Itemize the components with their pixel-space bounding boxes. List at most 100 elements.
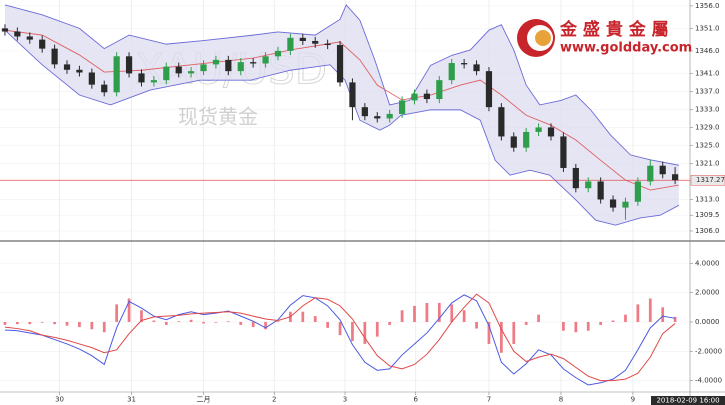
brand-name: 金 盛 貴 金 屬 [559,19,669,40]
band-line [4,29,680,226]
histogram-bar [326,321,329,328]
x-tick-label: 2 [272,396,276,404]
histogram-bar [28,321,32,325]
x-tick-label: 31 [127,396,136,404]
candle-body [262,56,269,64]
y-tick-label: 1309.5 [695,211,720,219]
x-tick-label: 7 [487,396,491,404]
histogram-bar [462,310,466,322]
candle-body [150,80,157,83]
logo-emblem-core [535,30,551,46]
histogram-bar [375,321,379,337]
histogram-bar [425,302,429,322]
histogram-bar [388,321,392,325]
candle-body [436,80,443,100]
candle-body [287,37,294,51]
histogram-bar [475,321,478,329]
histogram-bar [164,321,168,325]
histogram-bar [450,304,454,322]
candle-body [299,37,306,41]
histogram-bar [524,321,528,325]
x-tick-label: 9 [631,396,635,404]
brand-logo: 金 盛 貴 金 屬 www.goldday.com [517,19,692,57]
y-tick-label: 1325.0 [695,141,720,149]
candle-body [125,56,133,74]
x-tick-label: 30 [55,396,64,404]
histogram-bar [3,321,7,325]
y-tick-label: 1351.0 [695,24,720,32]
y-tick-label: 1337.0 [695,87,720,95]
histogram-bar [16,321,19,325]
histogram-bar [251,321,255,328]
candle-body [138,73,145,83]
y-tick-label: -2.0000 [695,347,722,355]
candle-body [225,59,232,72]
histogram-bar [301,311,305,322]
candle-body [510,136,517,148]
y-tick-label: 1321.0 [695,159,720,167]
candle-body [498,107,505,137]
histogram-bar [574,321,578,333]
histogram-bar [40,321,44,323]
histogram-bar [65,321,69,326]
histogram-bar [202,321,205,324]
histogram-bar [152,320,156,322]
candle-body [523,131,530,148]
candle-body [76,69,83,73]
x-tick-label: 8 [559,396,563,404]
x-tick-label: 6 [414,396,419,404]
y-tick-label: 4.0000 [695,259,720,267]
y-tick-label: -4.0000 [695,377,722,385]
y-tick-label: 1329.0 [695,123,720,131]
candle-body [336,45,344,83]
candle-body [88,72,95,85]
histogram-bar [115,304,119,322]
candle-body [672,174,679,181]
candle-body [374,116,381,119]
histogram-bar [562,321,565,331]
x-tick-label: 3 [343,396,347,404]
candle-body [51,48,58,65]
last-price-box [690,174,725,186]
histogram-bar [673,316,677,322]
histogram-bar [140,310,143,322]
histogram-bar [53,321,56,325]
histogram-bar [437,302,441,322]
y-tick-label: 1313.0 [695,195,720,203]
band-line [4,4,679,166]
candle-body [622,201,629,208]
candle-body [560,136,567,168]
y-tick-label: 1333.0 [695,105,720,113]
cursor-time: 2018-02-09 16:00 [656,397,719,405]
watermark-name: 现货黄金 [178,105,258,129]
candle-body [63,64,71,70]
histogram-bar [338,321,342,336]
candle-body [175,66,182,74]
histogram-bar [226,321,230,322]
candle-body [461,63,468,65]
y-tick-label: 2.0000 [695,289,720,297]
histogram-bar [537,314,540,322]
macd-line [4,293,676,382]
histogram-bar [102,321,106,333]
candle-body [609,199,617,208]
candle-body [163,66,170,81]
histogram-bar [264,321,267,330]
candle-body [547,127,555,137]
brand-url: www.goldday.com [560,41,692,56]
candle-body [647,165,654,182]
histogram-bar [313,316,317,322]
histogram-bar [90,321,94,330]
candle-body [312,40,319,44]
candle-body [274,50,282,57]
candle-body [485,71,493,108]
histogram-bar [400,310,404,322]
macd-line [4,294,676,386]
candle-body [188,71,195,74]
histogram-bar [351,321,354,342]
candle-body [349,82,356,108]
y-tick-label: 1356.0 [695,2,720,10]
candle-body [212,59,220,65]
